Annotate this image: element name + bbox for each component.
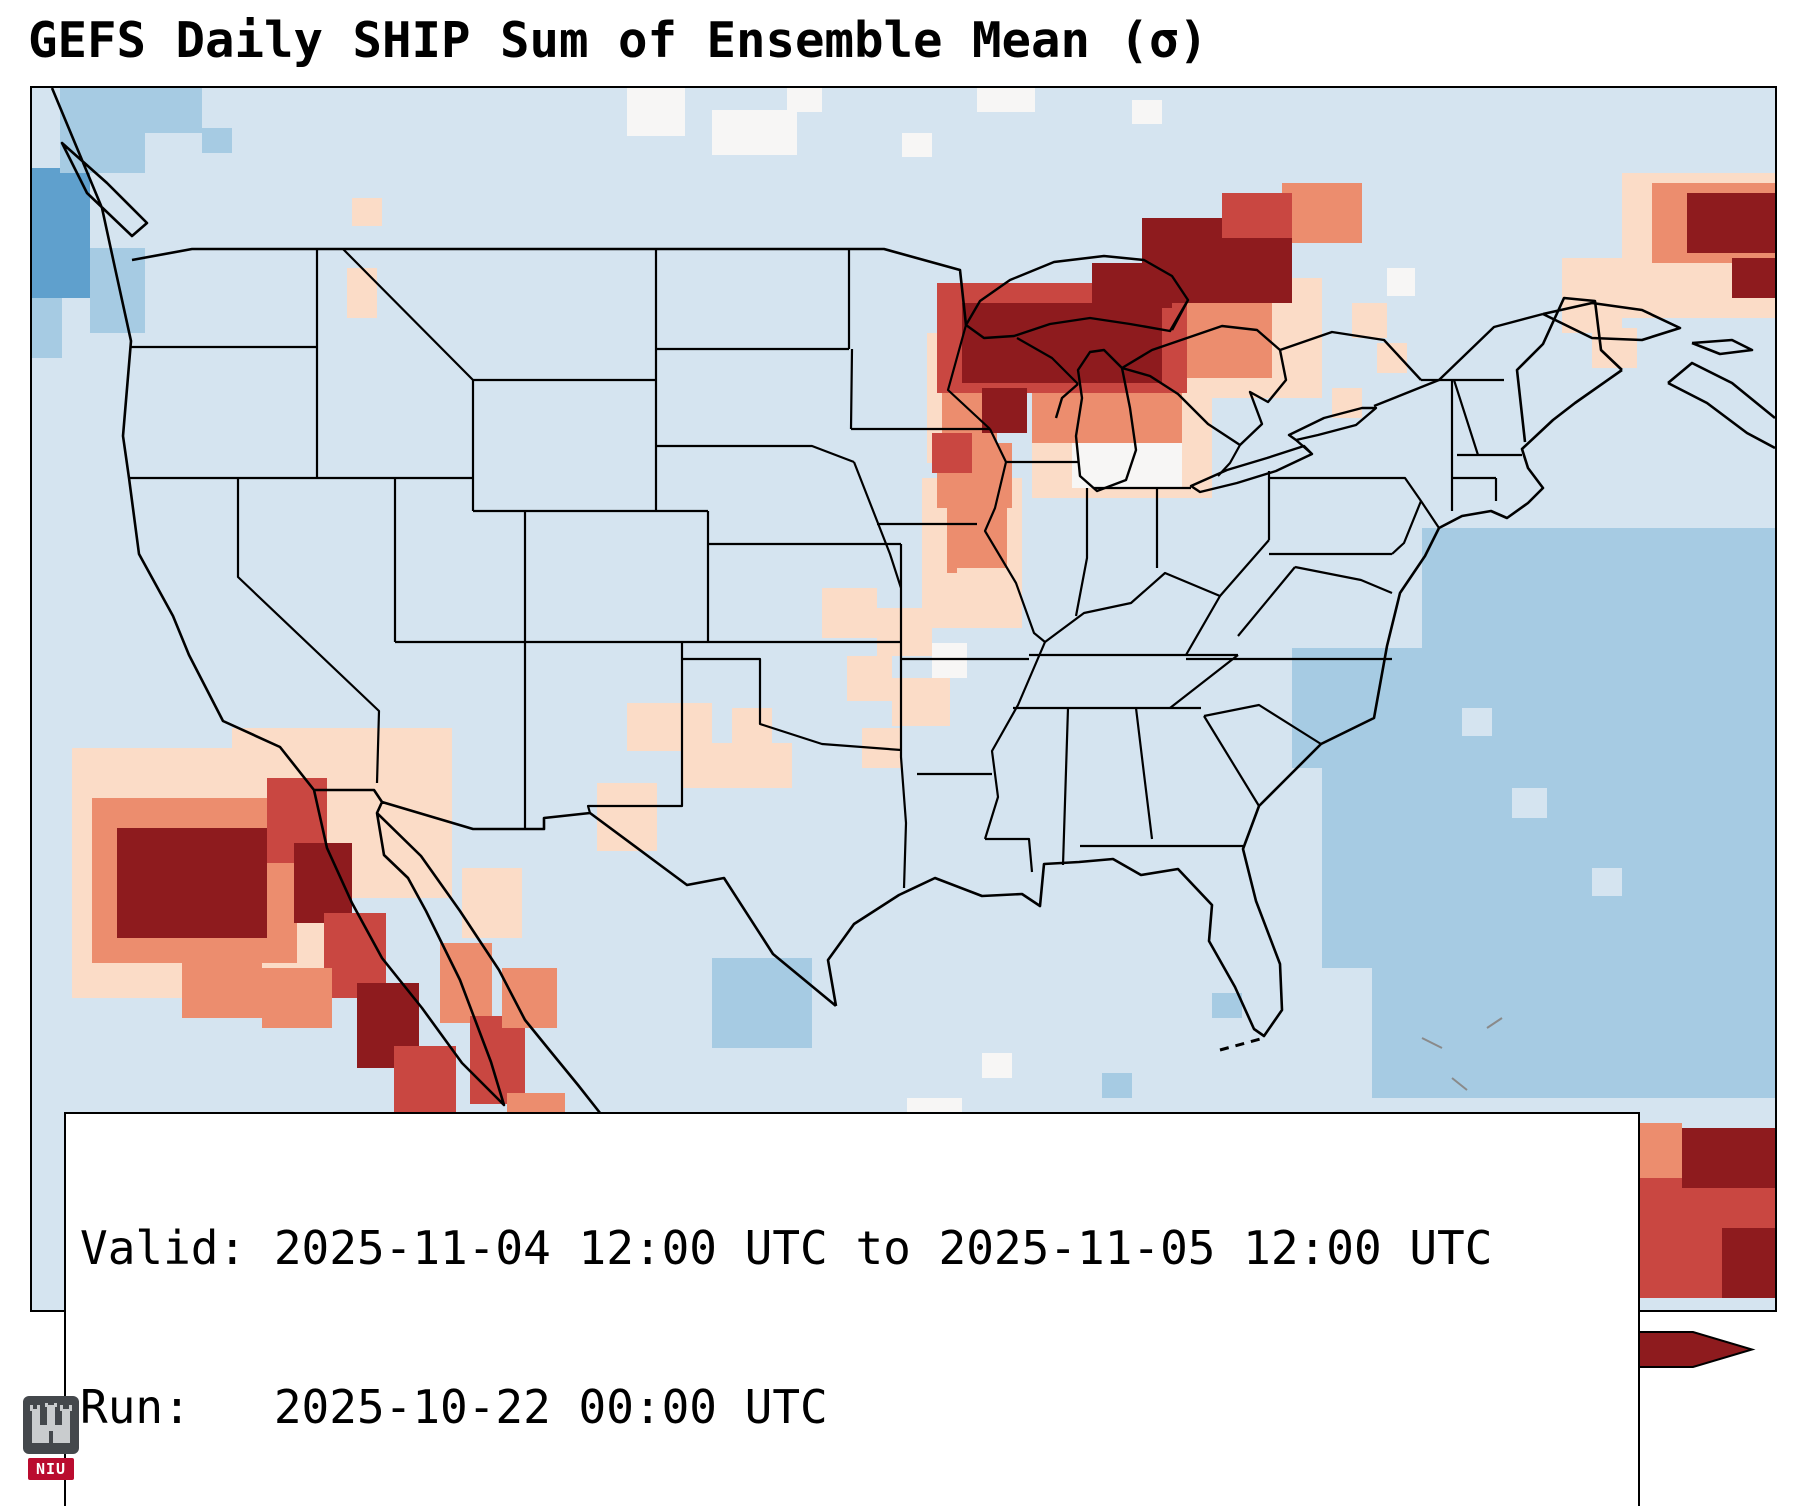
heatmap-cell — [1212, 993, 1242, 1018]
heatmap-cell — [90, 248, 145, 333]
heatmap-cell — [977, 88, 1035, 112]
heatmap-cell — [1322, 768, 1775, 968]
heatmap-cell — [932, 433, 972, 473]
heatmap-cell — [877, 608, 932, 656]
state-boundaries — [129, 248, 1522, 889]
heatmap-cell — [60, 88, 145, 173]
niu-castle-icon — [23, 1396, 79, 1454]
heatmap-cell — [627, 88, 685, 136]
heatmap-cell — [1032, 388, 1182, 443]
heatmap-cell — [117, 828, 267, 938]
heatmap-cell — [1592, 868, 1622, 896]
heatmap-cell — [982, 388, 1027, 433]
validity-info-box: Valid: 2025-11-04 12:00 UTC to 2025-11-0… — [64, 1112, 1640, 1506]
heatmap-cell — [1512, 788, 1547, 818]
heatmap-cell — [352, 198, 382, 226]
heatmap-cell — [957, 568, 1007, 623]
heatmap-cell — [142, 88, 202, 133]
heatmap-cell — [32, 168, 90, 298]
heatmap-cell — [1102, 1073, 1132, 1098]
heatmap-cell — [1732, 258, 1775, 298]
heatmap-cell — [182, 948, 262, 1018]
heatmap-cell — [1372, 968, 1775, 1098]
heatmap-cell — [1562, 258, 1622, 333]
map-panel: Valid: 2025-11-04 12:00 UTC to 2025-11-0… — [30, 86, 1777, 1506]
heatmap-cell — [682, 743, 792, 788]
heatmap-cell — [502, 968, 557, 1028]
valid-time-line: Valid: 2025-11-04 12:00 UTC to 2025-11-0… — [80, 1221, 1493, 1275]
heatmap-cell — [462, 868, 522, 938]
heatmap-cell — [1222, 193, 1292, 238]
chart-title: GEFS Daily SHIP Sum of Ensemble Mean (σ) — [28, 12, 1209, 69]
heatmap-cell — [947, 503, 1007, 573]
heatmap-cell — [1352, 303, 1387, 338]
heatmap-cell — [822, 588, 877, 638]
heatmap-cell — [902, 133, 932, 157]
heatmap-cell — [1687, 193, 1775, 253]
niu-logo: NIU — [20, 1396, 82, 1480]
heatmap-cell — [1282, 183, 1362, 243]
florida-keys-line — [1219, 1036, 1265, 1052]
colorbar-over-arrow — [1693, 1332, 1752, 1367]
heatmap-cell — [712, 110, 797, 155]
heatmap-cell — [1422, 528, 1775, 648]
heatmap-cell — [262, 968, 332, 1028]
heatmap-cell — [1722, 1228, 1775, 1298]
heatmap-cell — [1292, 648, 1775, 768]
niu-wordmark: NIU — [28, 1458, 74, 1480]
heatmap-cell — [712, 958, 812, 1048]
heatmap-cell — [202, 128, 232, 153]
heatmap-cell — [1682, 1128, 1775, 1188]
run-time-line: Run: 2025-10-22 00:00 UTC — [80, 1380, 828, 1434]
heatmap-cell — [932, 643, 967, 678]
heatmap-cell — [1092, 263, 1172, 308]
heatmap-cell — [1462, 708, 1492, 736]
heatmap-cell — [347, 268, 377, 318]
heatmap-cell — [1387, 268, 1415, 296]
great-lakes-outlines — [964, 254, 1544, 494]
heatmap-cell — [982, 1053, 1012, 1078]
heatmap-cell — [732, 708, 772, 748]
heatmap-cell — [847, 656, 892, 701]
heatmap-cell — [32, 298, 62, 358]
heatmap-cell — [787, 88, 822, 112]
heatmap-cell — [1132, 100, 1162, 124]
